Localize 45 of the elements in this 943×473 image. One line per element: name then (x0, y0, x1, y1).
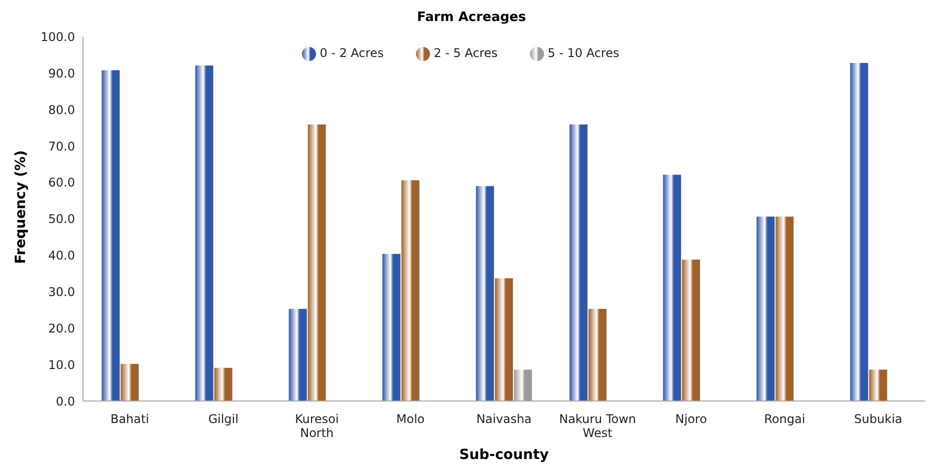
bar (214, 368, 232, 401)
y-tick-label: 10.0 (48, 358, 75, 372)
bar (682, 260, 700, 401)
bar (514, 370, 532, 401)
bar (102, 70, 120, 401)
y-tick-label: 100.0 (40, 30, 75, 44)
x-tick-label: Molo (396, 412, 425, 426)
y-tick-label: 20.0 (48, 321, 75, 336)
legend-label: 5 - 10 Acres (548, 46, 620, 60)
chart-title: Farm Acreages (416, 10, 527, 25)
y-tick-label: 70.0 (48, 139, 75, 154)
x-tick-label: Nakuru Town West (559, 412, 636, 440)
y-tick-label: 60.0 (48, 176, 75, 190)
bar (588, 308, 606, 401)
bar (494, 278, 513, 401)
bar (401, 180, 420, 401)
x-tick-label: Gilgil (208, 412, 238, 426)
x-tick-label: Kuresoi North (294, 412, 339, 440)
x-tick-label: Naivasha (476, 412, 532, 426)
bar (288, 308, 307, 401)
x-tick-label: Njoro (675, 412, 707, 426)
x-tick-label: Subukia (854, 412, 902, 426)
bar (776, 216, 794, 401)
y-tick-label: 30.0 (48, 284, 75, 299)
bar (476, 186, 494, 401)
bar (195, 65, 214, 401)
y-axis-title: Frequency (%) (12, 150, 29, 264)
y-tick-label: 80.0 (48, 102, 75, 117)
bar (569, 124, 588, 401)
y-tick-label: 40.0 (48, 248, 75, 263)
legend-label: 2 - 5 Acres (434, 46, 498, 60)
bar (120, 364, 139, 401)
bar (850, 62, 868, 401)
y-tick-label: 90.0 (48, 66, 75, 80)
legend-label: 0 - 2 Acres (320, 46, 384, 60)
x-tick-label: Bahati (110, 412, 150, 426)
bar (756, 216, 775, 401)
y-tick-label: 0.0 (56, 394, 75, 408)
x-tick-label: Rongai (764, 412, 806, 426)
bar (382, 254, 400, 401)
x-axis-title: Sub-county (459, 447, 549, 463)
bar (869, 370, 888, 401)
bar (663, 174, 682, 401)
bar (308, 124, 326, 401)
y-tick-label: 50.0 (48, 212, 75, 226)
